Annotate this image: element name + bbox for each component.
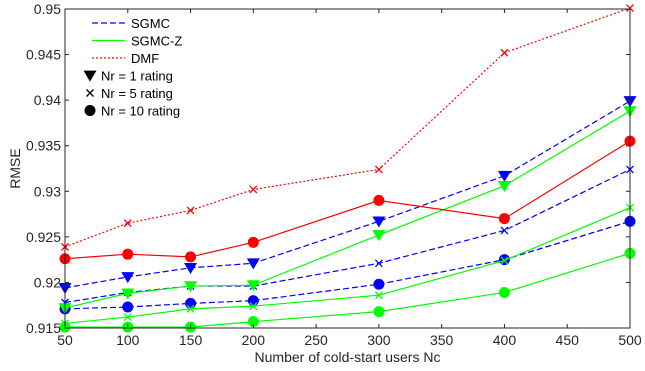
- legend-marker: [84, 105, 96, 116]
- data-point-dmf-x: [186, 206, 195, 215]
- series-sgmc-circle: [59, 215, 636, 315]
- x-tick-label: 250: [304, 332, 328, 348]
- series-line-sgmc-triangle-down: [64, 100, 631, 289]
- data-point-dmf-x: [123, 219, 132, 228]
- data-point-sgmc-z-triangle-down: [497, 180, 511, 192]
- legend-label: SGMC: [131, 16, 170, 31]
- x-tick-label: 300: [367, 332, 391, 348]
- data-point-sgmc-circle: [122, 301, 134, 313]
- legend-label: Nr = 5 rating: [101, 86, 173, 101]
- legend-entry-sgmc: SGMC: [92, 16, 170, 31]
- data-point-dmf-circle: [122, 248, 134, 260]
- legend-entry-x: Nr = 5 rating: [86, 86, 173, 101]
- legend-entry-sgmc-z: SGMC-Z: [92, 34, 182, 49]
- series-sgmc-x: [61, 165, 634, 307]
- y-tick-label: 0.915: [26, 320, 61, 336]
- data-point-sgmc-triangle-down: [372, 216, 386, 228]
- legend-label: Nr = 1 rating: [101, 69, 173, 84]
- data-point-sgmc-z-circle: [247, 316, 259, 328]
- legend: SGMC SGMC-Z DMF Nr = 1 rating Nr = 5 rating N…: [83, 16, 182, 119]
- data-point-dmf-circle: [185, 251, 197, 263]
- series-dmf-circle: [59, 135, 636, 265]
- data-point-sgmc-triangle-down: [497, 170, 511, 182]
- y-tick-label: 0.94: [34, 92, 61, 108]
- data-point-sgmc-z-circle: [373, 306, 385, 318]
- data-point-sgmc-z-triangle-down: [184, 281, 198, 293]
- y-tick-label: 0.95: [34, 1, 61, 17]
- y-axis-label: RMSE: [7, 148, 23, 188]
- legend-marker: [86, 89, 94, 97]
- data-point-sgmc-z-x: [186, 304, 195, 313]
- data-point-sgmc-z-triangle-down: [246, 280, 260, 292]
- legend-marker: [83, 70, 97, 82]
- data-point-sgmc-z-triangle-down: [121, 288, 135, 300]
- x-tick-label: 500: [618, 332, 642, 348]
- data-point-dmf-circle: [498, 213, 510, 225]
- axes-layer: 50 100 150 200 250 300 350 400 450 500 0.915 0.92 0.…: [26, 1, 642, 348]
- data-point-sgmc-circle: [185, 297, 197, 309]
- data-point-sgmc-z-x: [249, 302, 258, 311]
- series-sgmc-z-x: [61, 203, 634, 328]
- x-tick-label: 100: [116, 332, 140, 348]
- series-sgmc-z-triangle-down: [58, 106, 637, 315]
- series-sgmc-triangle-down: [58, 96, 637, 295]
- data-point-sgmc-triangle-down: [184, 262, 198, 275]
- series-line-dmf-circle: [64, 140, 631, 260]
- data-point-sgmc-z-x: [374, 291, 383, 300]
- y-tick-label: 0.93: [34, 183, 61, 199]
- data-point-dmf-x: [626, 4, 634, 13]
- data-point-sgmc-triangle-down: [121, 272, 135, 284]
- legend-label: DMF: [131, 51, 159, 66]
- data-point-sgmc-circle: [373, 278, 385, 290]
- x-tick-label: 350: [430, 332, 454, 348]
- data-point-sgmc-x: [500, 226, 509, 235]
- data-point-sgmc-circle: [247, 295, 259, 307]
- data-point-dmf-circle: [247, 236, 259, 248]
- legend-entry-triangle-down: Nr = 1 rating: [83, 69, 173, 84]
- plot-frame: [64, 8, 631, 329]
- x-tick-label: 50: [57, 332, 73, 348]
- y-tick-label: 0.925: [26, 229, 61, 245]
- x-tick-label: 450: [556, 332, 580, 348]
- series-line-sgmc-x: [64, 168, 631, 304]
- series-layer: [58, 4, 637, 333]
- data-point-dmf-circle: [373, 194, 385, 206]
- x-tick-label: 200: [242, 332, 266, 348]
- data-point-sgmc-z-x: [500, 256, 509, 265]
- y-tick-label: 0.92: [34, 274, 61, 290]
- x-tick-label: 150: [179, 332, 203, 348]
- x-axis-label: Number of cold-start users Nc: [255, 349, 441, 365]
- series-line-sgmc-circle: [64, 220, 631, 310]
- data-point-sgmc-x: [374, 259, 383, 268]
- legend-label: SGMC-Z: [131, 34, 182, 49]
- data-point-dmf-x: [249, 185, 258, 194]
- y-tick-label: 0.935: [26, 138, 61, 154]
- y-tick-label: 0.945: [26, 47, 61, 63]
- series-line-sgmc-z-triangle-down: [64, 110, 631, 309]
- data-point-sgmc-z-x: [123, 313, 132, 322]
- data-point-dmf-x: [374, 165, 383, 174]
- legend-entry-dmf: DMF: [92, 51, 159, 66]
- data-point-sgmc-z-circle: [498, 286, 510, 298]
- legend-entry-circle: Nr = 10 rating: [84, 104, 180, 119]
- x-tick-label: 400: [493, 332, 517, 348]
- legend-label: Nr = 10 rating: [101, 104, 180, 119]
- data-point-sgmc-triangle-down: [246, 258, 260, 270]
- data-point-dmf-x: [500, 48, 509, 57]
- data-point-sgmc-z-triangle-down: [372, 230, 386, 242]
